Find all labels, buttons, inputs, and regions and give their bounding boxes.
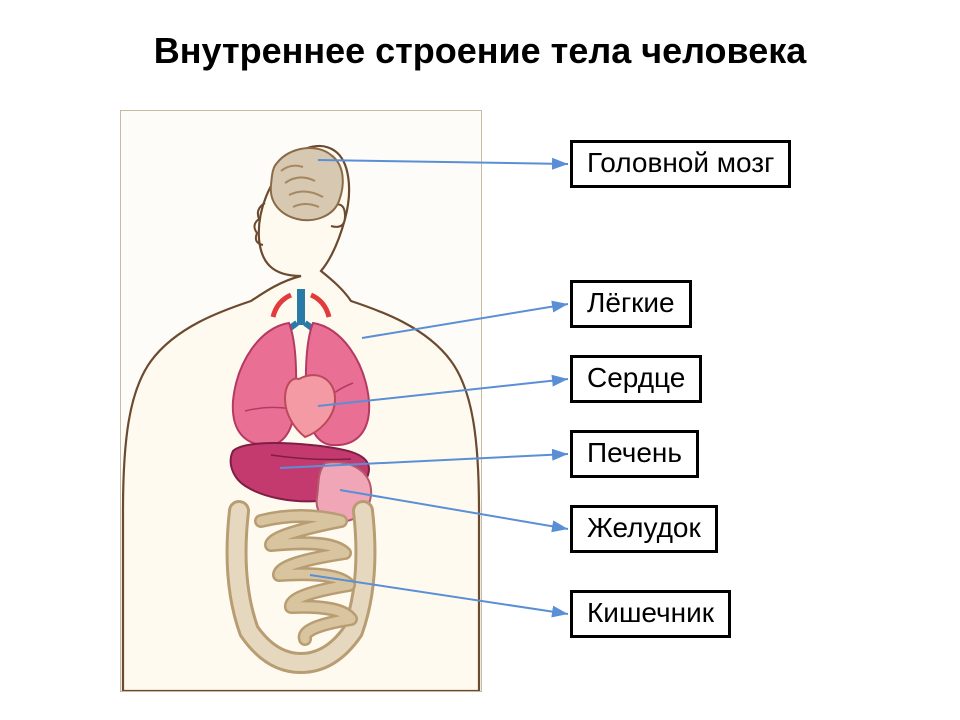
anatomy-svg [121,111,481,691]
label-heart: Сердце [570,355,702,403]
label-intestine: Кишечник [570,590,731,638]
page-title: Внутреннее строение тела человека [0,30,960,72]
label-lungs: Лёгкие [570,280,692,328]
brain-icon [271,148,343,220]
label-liver: Печень [570,430,699,478]
label-stomach: Желудок [570,505,718,553]
anatomy-illustration [120,110,482,692]
diagram-stage: Внутреннее строение тела человека [0,0,960,720]
label-brain: Головной мозг [570,140,791,188]
